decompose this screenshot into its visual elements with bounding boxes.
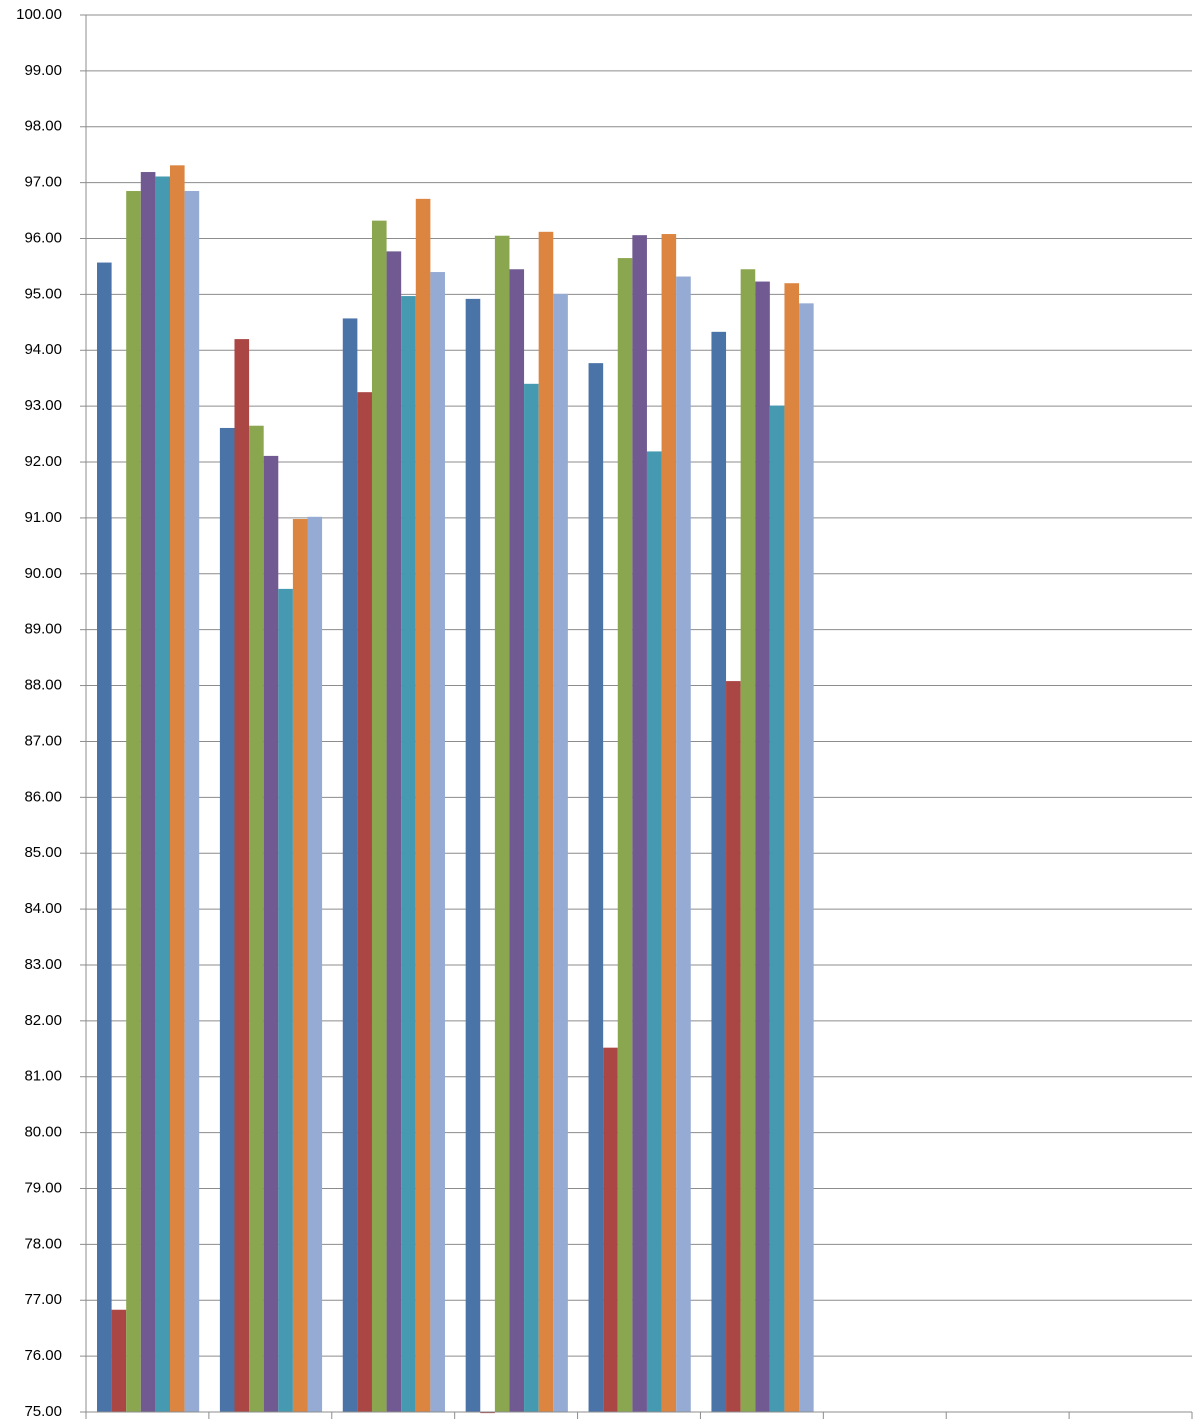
bar bbox=[155, 176, 170, 1413]
bar bbox=[342, 318, 358, 1412]
y-tick-label: 82.00 bbox=[24, 1012, 62, 1029]
y-tick-label: 96.00 bbox=[24, 229, 62, 246]
y-tick-label: 97.00 bbox=[24, 174, 62, 191]
bar bbox=[617, 258, 633, 1412]
bar bbox=[524, 383, 539, 1413]
y-tick-label: 85.00 bbox=[24, 844, 62, 861]
bar bbox=[415, 198, 431, 1412]
bar bbox=[661, 234, 677, 1413]
y-tick-label: 86.00 bbox=[24, 788, 62, 805]
y-tick-label: 91.00 bbox=[24, 509, 62, 526]
bar bbox=[726, 681, 741, 1412]
y-tick-label: 83.00 bbox=[24, 956, 62, 973]
y-tick-label: 79.00 bbox=[24, 1179, 62, 1196]
bar bbox=[170, 165, 185, 1413]
y-tick-label: 81.00 bbox=[24, 1068, 62, 1085]
bar bbox=[357, 392, 372, 1412]
y-tick-label: 93.00 bbox=[24, 397, 62, 414]
y-tick-label: 77.00 bbox=[24, 1291, 62, 1308]
y-tick-label: 84.00 bbox=[24, 900, 62, 917]
bar bbox=[234, 339, 250, 1412]
bar bbox=[676, 276, 691, 1412]
bar bbox=[184, 191, 200, 1413]
bar bbox=[249, 425, 264, 1412]
y-tick-label: 80.00 bbox=[24, 1124, 62, 1141]
y-tick-label: 87.00 bbox=[24, 732, 62, 749]
y-tick-label: 94.00 bbox=[24, 341, 62, 358]
bar bbox=[97, 262, 112, 1413]
y-tick-label: 95.00 bbox=[24, 285, 62, 302]
y-tick-label: 88.00 bbox=[24, 677, 62, 694]
bar bbox=[509, 269, 525, 1412]
y-tick-label: 76.00 bbox=[24, 1347, 62, 1364]
bar bbox=[307, 516, 323, 1412]
bar bbox=[401, 296, 416, 1412]
y-tick-label: 92.00 bbox=[24, 453, 62, 470]
bar bbox=[799, 303, 814, 1412]
bar bbox=[784, 283, 800, 1412]
y-tick-label: 90.00 bbox=[24, 565, 62, 582]
bar bbox=[292, 519, 308, 1412]
bar bbox=[553, 293, 568, 1412]
y-tick-label: 89.00 bbox=[24, 621, 62, 638]
bar bbox=[588, 363, 604, 1413]
y-tick-label: 75.00 bbox=[24, 1403, 62, 1420]
bar bbox=[480, 1412, 495, 1414]
bar bbox=[538, 231, 554, 1412]
y-tick-label: 100.00 bbox=[16, 6, 62, 23]
bar bbox=[632, 235, 647, 1412]
bar bbox=[278, 588, 293, 1412]
y-tick-label: 78.00 bbox=[24, 1235, 62, 1252]
bar bbox=[603, 1047, 618, 1412]
bar bbox=[386, 251, 402, 1412]
bar bbox=[371, 220, 387, 1412]
y-tick-label: 99.00 bbox=[24, 62, 62, 79]
bar bbox=[126, 191, 141, 1413]
bar bbox=[494, 235, 510, 1413]
bar bbox=[646, 451, 662, 1412]
bar bbox=[711, 331, 727, 1412]
bar bbox=[755, 281, 770, 1412]
bar bbox=[111, 1309, 127, 1412]
bar bbox=[740, 269, 756, 1412]
bar bbox=[430, 272, 445, 1413]
bar bbox=[140, 172, 156, 1412]
bar bbox=[465, 298, 481, 1413]
bar bbox=[769, 405, 785, 1412]
bar bbox=[219, 427, 235, 1412]
y-tick-label: 98.00 bbox=[24, 118, 62, 135]
bar bbox=[263, 455, 279, 1412]
